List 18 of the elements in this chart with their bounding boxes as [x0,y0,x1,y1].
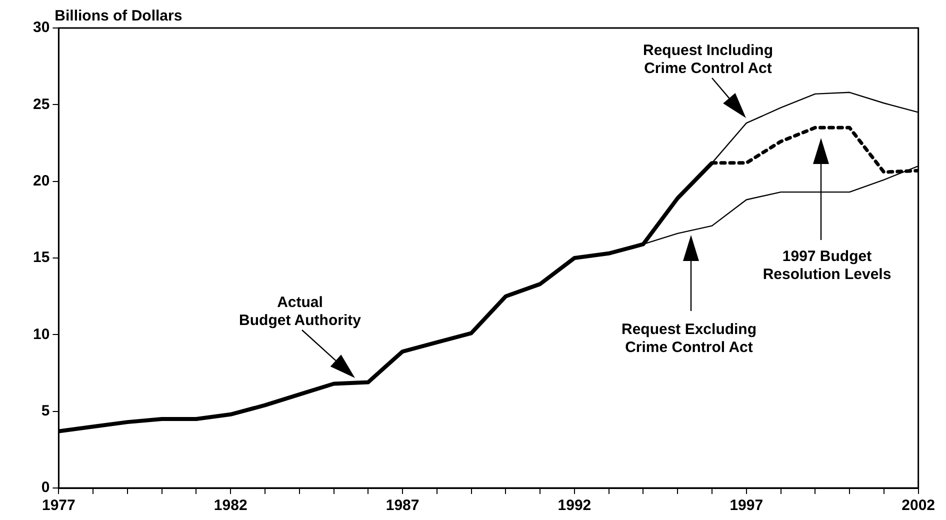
x-tick-label: 1997 [730,497,764,514]
x-tick-label: 1982 [214,497,248,514]
x-tick-label: 1992 [558,497,592,514]
annotation: Actual Budget Authority [239,294,361,330]
x-tick-label: 2002 [902,497,936,514]
y-tick-label: 25 [32,96,50,113]
annotation: 1997 Budget Resolution Levels [762,248,892,284]
y-tick-label: 15 [32,249,50,266]
y-axis-title: Billions of Dollars [54,8,182,25]
y-tick-label: 10 [32,326,50,343]
annotation: Request Excluding Crime Control Act [621,321,757,357]
x-tick-label: 1987 [386,497,420,514]
y-tick-label: 0 [41,479,50,496]
y-tick-label: 5 [41,402,50,420]
annotation: Request Including Crime Control Act [642,42,774,78]
y-tick-label: 30 [32,19,50,36]
y-tick-label: 20 [32,172,50,190]
x-tick-label: 1977 [42,497,76,514]
